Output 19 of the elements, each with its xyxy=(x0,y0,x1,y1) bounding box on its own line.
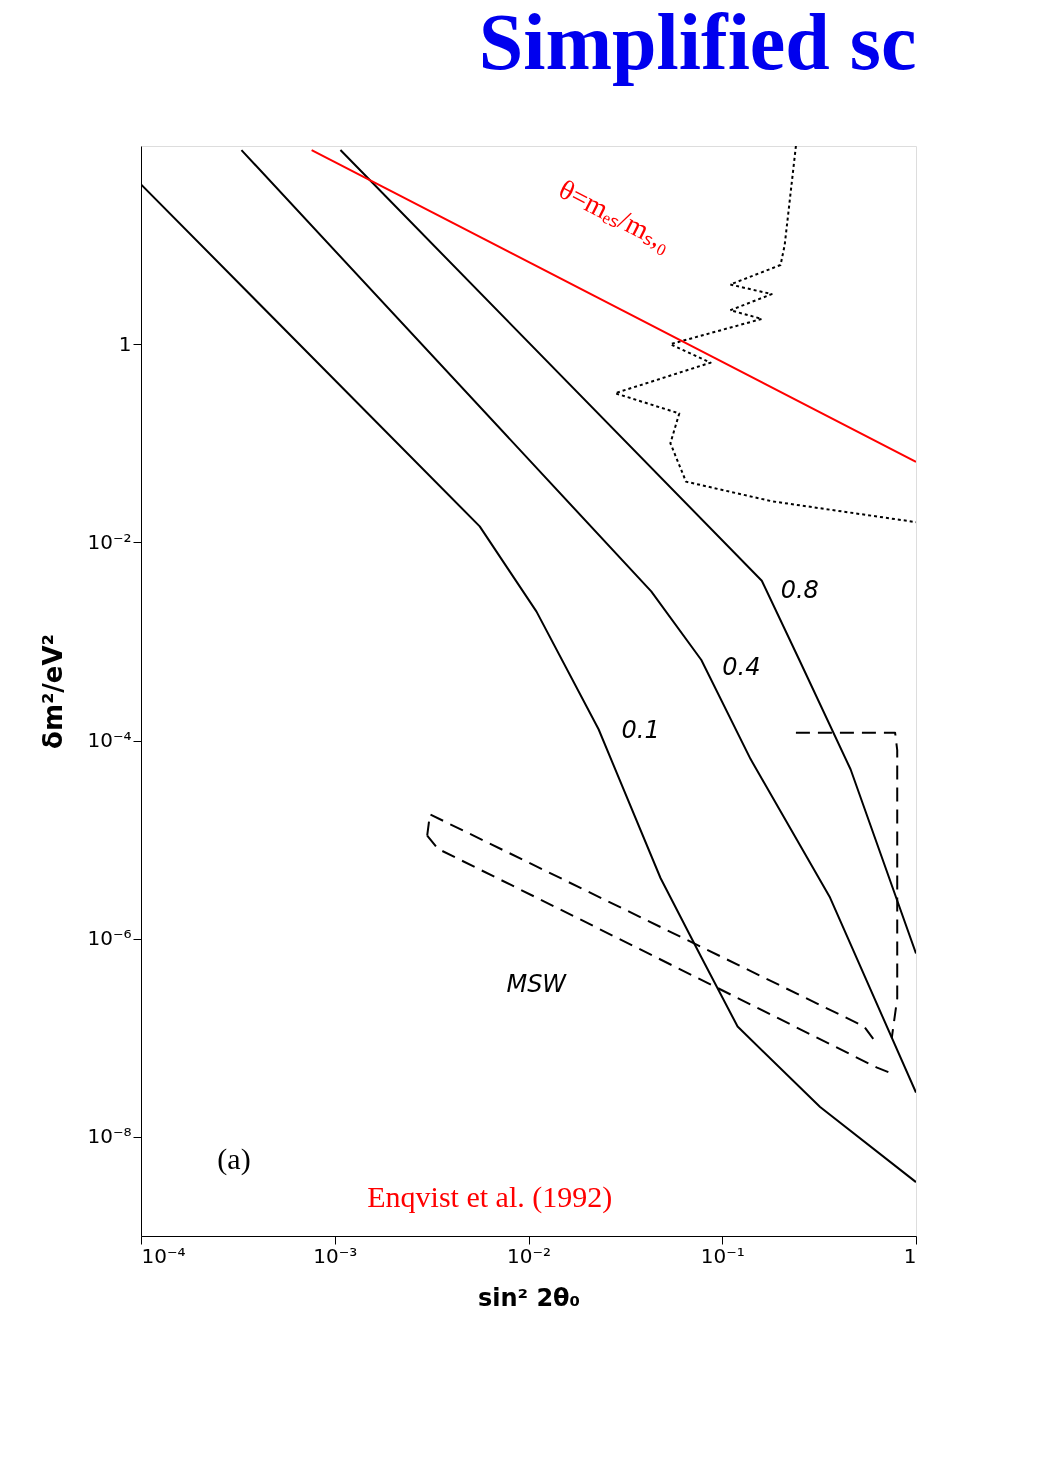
y-tick-label: 10⁻⁸ xyxy=(87,1124,132,1149)
x-tick-label: 10⁻² xyxy=(506,1243,552,1268)
y-tick-label: 1 xyxy=(118,331,132,356)
annotation: 0.8 xyxy=(780,575,819,604)
annotation: 0.1 xyxy=(621,716,660,745)
x-tick-label: 10⁻⁴ xyxy=(141,1243,186,1268)
y-tick-label: 10⁻⁶ xyxy=(87,926,132,951)
y-axis-title: δm²/eV² xyxy=(38,634,69,749)
x-tick-label: 10⁻³ xyxy=(313,1243,358,1268)
annotation: (a) xyxy=(217,1141,251,1176)
annotation: Enqvist et al. (1992) xyxy=(367,1179,613,1214)
x-axis-title: sin² 2θ₀ xyxy=(477,1283,581,1312)
annotation: 0.4 xyxy=(722,652,761,681)
y-tick-label: 10⁻⁴ xyxy=(87,728,132,753)
x-tick-label: 1 xyxy=(903,1243,917,1268)
chart-title: Simplified sc xyxy=(478,0,917,86)
x-tick-label: 10⁻¹ xyxy=(700,1243,745,1268)
annotation: MSW xyxy=(506,970,568,999)
y-tick-label: 10⁻² xyxy=(87,529,132,554)
